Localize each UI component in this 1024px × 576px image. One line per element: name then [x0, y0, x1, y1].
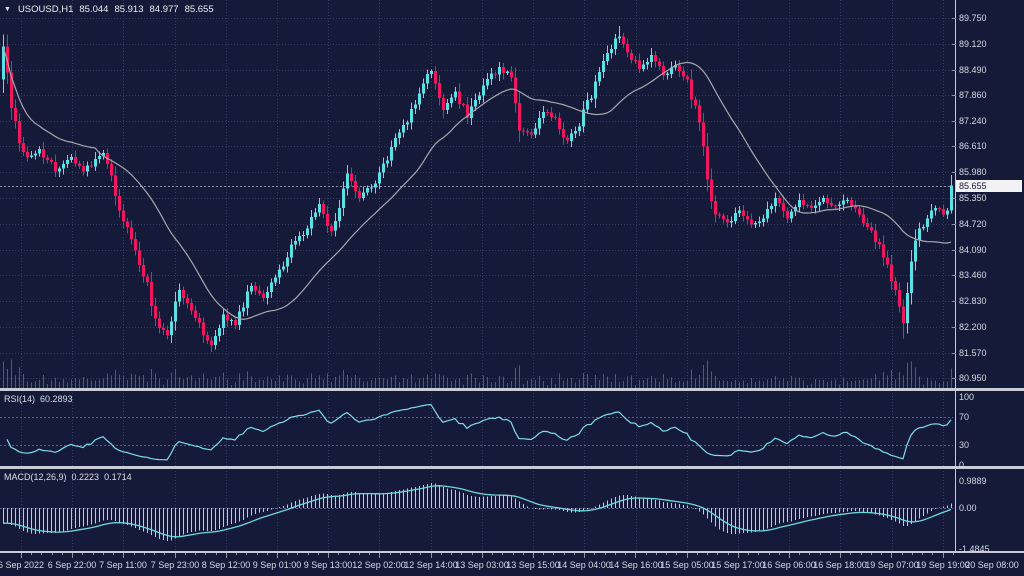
price-axis-label: 86.610	[959, 141, 987, 152]
macd-axis-label: -1.4845	[959, 543, 990, 554]
price-axis-label: 85.980	[959, 167, 987, 178]
ohlc-open-value: 85.044	[79, 4, 109, 15]
axis-ticks	[21, 18, 956, 558]
time-axis-label: 12 Sep 14:00	[404, 560, 458, 570]
time-axis-label: 16 Sep 06:00	[762, 560, 816, 570]
rsi-axis-label: 100	[959, 392, 975, 402]
macd-indicator-value1: 0.2223	[71, 472, 100, 482]
rsi-line	[6, 403, 952, 461]
price-axis-label: 81.570	[959, 347, 987, 358]
price-axis-label: 84.720	[959, 218, 987, 229]
rsi-axis-label: 30	[959, 439, 970, 450]
macd-axis-label: 0.00	[959, 503, 977, 513]
price-axis-label: 83.460	[959, 270, 987, 281]
time-axis-label: 7 Sep 11:00	[99, 560, 147, 570]
price-axis-label: 88.490	[959, 64, 987, 75]
time-axis-label: 19 Sep 07:00	[865, 560, 919, 570]
chevron-down-icon[interactable]: ▼	[4, 6, 11, 13]
macd-axis-label: 0.9889	[959, 475, 987, 486]
candles-layer	[2, 26, 953, 353]
time-axis-label: 7 Sep 23:00	[150, 560, 200, 570]
time-axis-label: 6 Sep 22:00	[47, 560, 97, 570]
time-axis-label: 9 Sep 01:00	[252, 560, 302, 570]
price-axis-label: 87.860	[959, 90, 987, 101]
pane-separators[interactable]	[0, 388, 1024, 553]
time-axis-label: 15 Sep 17:00	[711, 560, 765, 570]
time-axis-label: 15 Sep 05:00	[660, 560, 714, 570]
time-axis-label: 8 Sep 12:00	[201, 560, 251, 570]
current-price-tag: 85.655	[956, 179, 1022, 192]
price-axis-label: 84.090	[959, 244, 987, 255]
time-axis-label: 20 Sep 08:00	[965, 560, 1019, 570]
time-axis-label: 12 Sep 02:00	[352, 560, 406, 570]
rsi-axis-label: 0	[959, 460, 965, 470]
macd-histogram	[3, 483, 952, 541]
macd-pane-label: MACD(12,26,9) 0.2223 0.1714	[4, 472, 132, 482]
price-axis-label: 87.240	[959, 115, 987, 126]
macd-indicator-name: MACD(12,26,9)	[4, 472, 67, 482]
price-axis-label: 82.830	[959, 296, 987, 307]
macd-indicator-value2: 0.1714	[104, 472, 132, 482]
price-axis-label: 82.200	[959, 321, 987, 332]
rsi-axis-label: 70	[959, 412, 970, 423]
time-axis-label: 19 Sep 19:00	[916, 560, 970, 570]
macd-signal-line	[3, 485, 952, 538]
symbol-timeframe-label: USOUSD,H1	[17, 4, 74, 15]
time-axis-label: 16 Sep 18:00	[813, 560, 867, 570]
ohlc-close-value: 85.655	[184, 4, 214, 15]
level-lines	[0, 417, 953, 509]
rsi-indicator-name: RSI(14)	[4, 394, 36, 404]
volume-layer	[3, 359, 952, 388]
time-axis-label: 13 Sep 03:00	[455, 560, 509, 570]
price-axis-label: 85.350	[959, 192, 987, 203]
price-axis-label: 89.120	[959, 38, 987, 49]
time-axis-label: 6 Sep 2022	[0, 560, 45, 570]
grid-layer	[0, 0, 953, 551]
time-axis-label: 9 Sep 13:00	[303, 560, 353, 570]
time-axis-label: 13 Sep 15:00	[506, 560, 560, 570]
time-axis-label: 14 Sep 04:00	[557, 560, 611, 570]
ohlc-low-value: 84.977	[149, 4, 179, 15]
time-axis-label: 14 Sep 16:00	[609, 560, 663, 570]
chart-title: ▼ USOUSD,H1 85.044 85.913 84.977 85.655	[4, 4, 214, 15]
rsi-pane-label: RSI(14) 60.2893	[4, 394, 73, 404]
price-axis-label: 89.750	[959, 13, 987, 23]
rsi-indicator-value: 60.2893	[40, 394, 73, 404]
moving-average-line	[2, 46, 952, 321]
ohlc-high-value: 85.913	[114, 4, 144, 15]
price-axis-label: 80.950	[959, 372, 987, 383]
